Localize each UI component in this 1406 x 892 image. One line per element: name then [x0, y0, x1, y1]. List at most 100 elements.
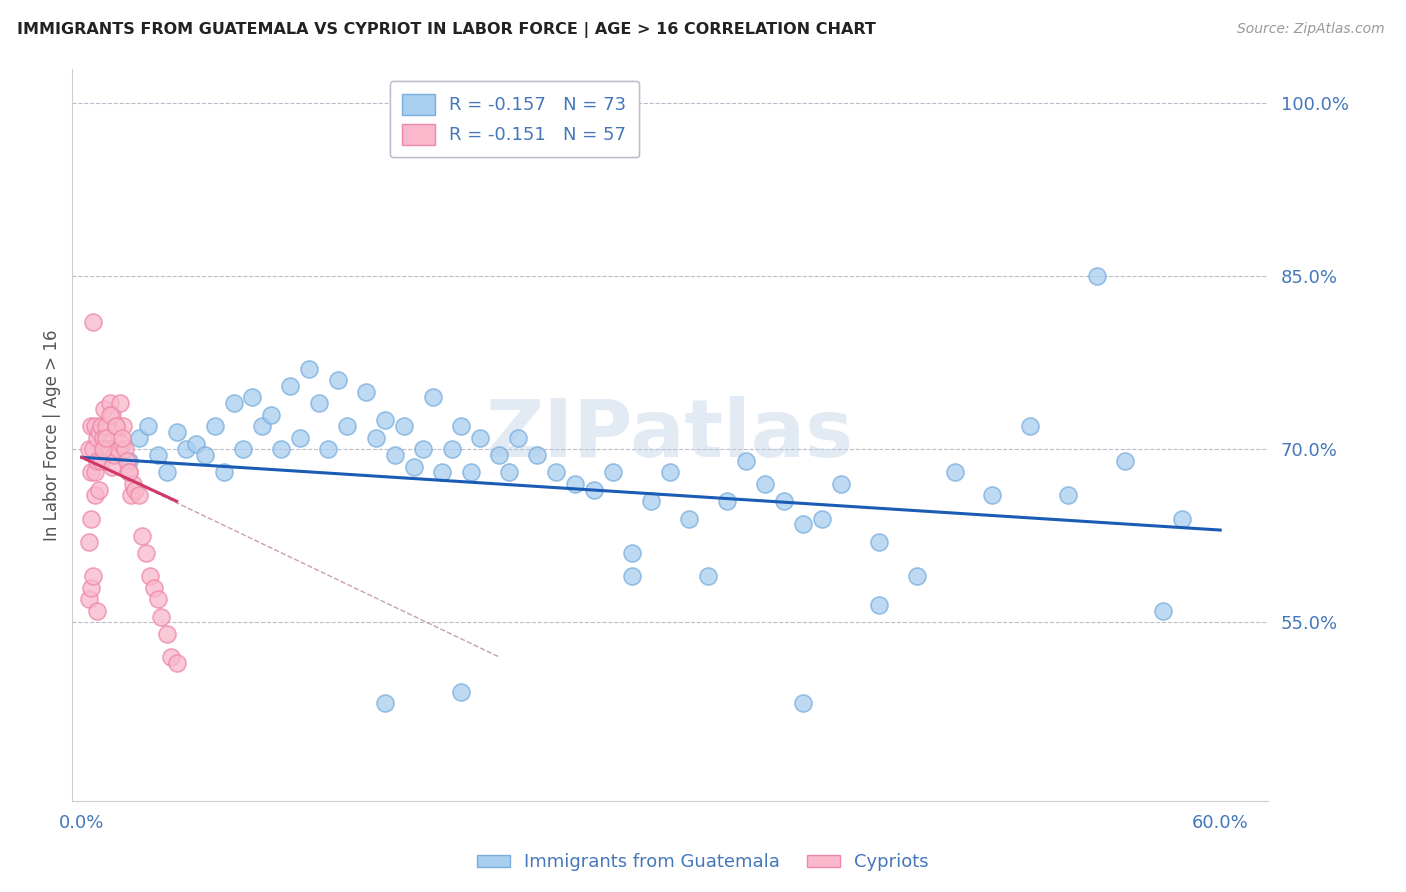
Point	[150, 609, 173, 624]
Point	[80, 581, 103, 595]
Point	[96, 431, 118, 445]
Point	[280, 379, 302, 393]
Point	[374, 413, 396, 427]
Point	[142, 581, 165, 595]
Point	[716, 494, 738, 508]
Point	[488, 448, 510, 462]
Point	[97, 442, 120, 457]
Point	[86, 431, 108, 445]
Point	[103, 448, 125, 462]
Point	[270, 442, 292, 457]
Point	[792, 696, 814, 710]
Point	[792, 517, 814, 532]
Text: IMMIGRANTS FROM GUATEMALA VS CYPRIOT IN LABOR FORCE | AGE > 16 CORRELATION CHART: IMMIGRANTS FROM GUATEMALA VS CYPRIOT IN …	[17, 22, 876, 38]
Point	[450, 684, 472, 698]
Point	[79, 442, 101, 457]
Point	[734, 454, 756, 468]
Point	[112, 419, 135, 434]
Point	[118, 466, 141, 480]
Point	[146, 448, 169, 462]
Point	[678, 511, 700, 525]
Point	[564, 476, 586, 491]
Point	[114, 442, 136, 457]
Point	[260, 408, 283, 422]
Point	[1171, 511, 1194, 525]
Point	[108, 442, 131, 457]
Point	[80, 511, 103, 525]
Point	[526, 448, 548, 462]
Point	[87, 483, 110, 497]
Point	[87, 425, 110, 439]
Point	[754, 476, 776, 491]
Legend: Immigrants from Guatemala, Cypriots: Immigrants from Guatemala, Cypriots	[470, 847, 936, 879]
Point	[384, 448, 406, 462]
Text: Source: ZipAtlas.com: Source: ZipAtlas.com	[1237, 22, 1385, 37]
Point	[374, 696, 396, 710]
Point	[110, 431, 132, 445]
Point	[620, 546, 643, 560]
Point	[166, 425, 188, 439]
Point	[79, 592, 101, 607]
Point	[450, 419, 472, 434]
Point	[432, 466, 454, 480]
Point	[470, 431, 492, 445]
Point	[336, 419, 359, 434]
Point	[212, 466, 235, 480]
Point	[194, 448, 217, 462]
Point	[124, 483, 146, 497]
Point	[86, 604, 108, 618]
Point	[308, 396, 330, 410]
Point	[118, 466, 141, 480]
Point	[108, 396, 131, 410]
Point	[1085, 269, 1108, 284]
Point	[79, 534, 101, 549]
Point	[82, 442, 104, 457]
Point	[508, 431, 530, 445]
Point	[101, 459, 124, 474]
Point	[84, 419, 107, 434]
Point	[131, 529, 153, 543]
Point	[136, 419, 159, 434]
Point	[412, 442, 434, 457]
Point	[981, 488, 1004, 502]
Point	[110, 436, 132, 450]
Point	[868, 598, 890, 612]
Point	[86, 454, 108, 468]
Point	[122, 476, 145, 491]
Point	[460, 466, 482, 480]
Point	[318, 442, 340, 457]
Point	[620, 569, 643, 583]
Point	[93, 442, 115, 457]
Point	[640, 494, 662, 508]
Point	[356, 384, 378, 399]
Point	[82, 569, 104, 583]
Point	[120, 488, 142, 502]
Point	[326, 373, 349, 387]
Point	[546, 466, 568, 480]
Point	[658, 466, 681, 480]
Point	[139, 569, 162, 583]
Point	[80, 419, 103, 434]
Point	[298, 361, 321, 376]
Point	[242, 390, 264, 404]
Point	[905, 569, 928, 583]
Point	[943, 466, 966, 480]
Text: ZIPatlas: ZIPatlas	[486, 396, 853, 474]
Point	[696, 569, 718, 583]
Point	[160, 650, 183, 665]
Point	[174, 442, 197, 457]
Point	[91, 431, 114, 445]
Point	[146, 592, 169, 607]
Point	[602, 466, 624, 480]
Point	[222, 396, 245, 410]
Point	[288, 431, 311, 445]
Point	[91, 442, 114, 457]
Point	[232, 442, 254, 457]
Point	[156, 627, 179, 641]
Point	[96, 419, 118, 434]
Point	[394, 419, 416, 434]
Point	[98, 408, 121, 422]
Point	[830, 476, 852, 491]
Point	[402, 459, 425, 474]
Point	[1057, 488, 1080, 502]
